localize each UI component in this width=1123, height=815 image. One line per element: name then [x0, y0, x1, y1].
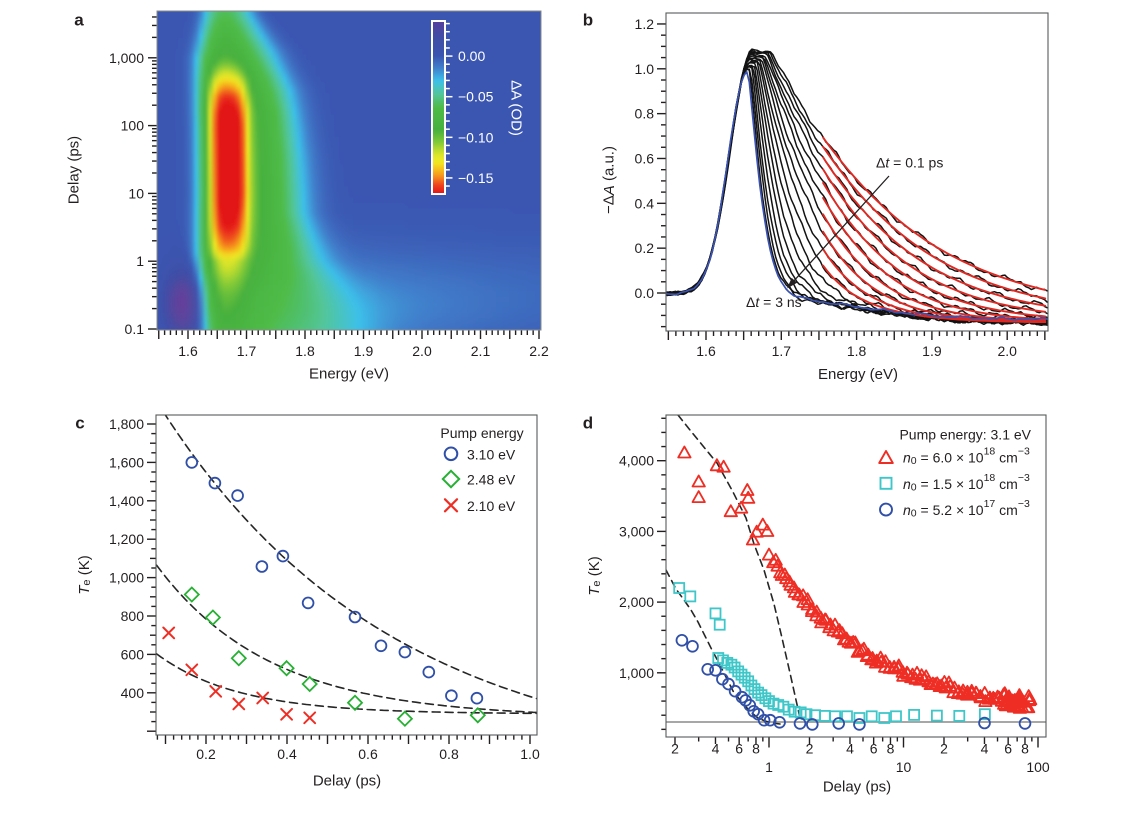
svg-text:2: 2 [671, 741, 679, 757]
svg-text:n0 = 1.5 × 1018 cm−3: n0 = 1.5 × 1018 cm−3 [903, 472, 1030, 494]
svg-text:100: 100 [121, 118, 145, 134]
svg-text:0.2: 0.2 [196, 746, 216, 762]
svg-text:2.1: 2.1 [471, 343, 491, 359]
svg-text:0.2: 0.2 [635, 240, 655, 256]
svg-text:1.7: 1.7 [237, 343, 257, 359]
svg-text:1.8: 1.8 [295, 343, 315, 359]
svg-text:1.0: 1.0 [635, 61, 655, 77]
svg-text:0.1: 0.1 [125, 321, 145, 337]
svg-text:Pump energy: Pump energy [440, 425, 523, 441]
svg-text:0.0: 0.0 [635, 285, 655, 301]
svg-text:100: 100 [1026, 759, 1050, 775]
svg-text:0.6: 0.6 [358, 746, 378, 762]
svg-text:1.2: 1.2 [635, 16, 655, 32]
svg-text:1,600: 1,600 [109, 454, 144, 470]
svg-text:8: 8 [887, 741, 895, 757]
svg-text:Te (K): Te (K) [76, 555, 94, 594]
svg-text:−0.10: −0.10 [458, 129, 494, 145]
svg-text:−0.15: −0.15 [458, 170, 494, 186]
svg-text:Energy (eV): Energy (eV) [309, 366, 389, 383]
svg-text:0.4: 0.4 [635, 195, 655, 211]
svg-text:Delay (ps): Delay (ps) [823, 779, 891, 796]
svg-text:1,800: 1,800 [109, 416, 144, 432]
svg-text:Pump energy: 3.1 eV: Pump energy: 3.1 eV [899, 427, 1031, 443]
svg-text:3,000: 3,000 [619, 523, 654, 539]
svg-text:1: 1 [136, 253, 144, 269]
svg-text:1.8: 1.8 [847, 343, 867, 359]
svg-text:1: 1 [765, 759, 773, 775]
svg-text:3.10 eV: 3.10 eV [467, 446, 516, 462]
svg-text:2.2: 2.2 [529, 343, 549, 359]
svg-text:−0.05: −0.05 [458, 89, 494, 105]
svg-text:Te (K): Te (K) [586, 556, 604, 595]
svg-text:0.6: 0.6 [635, 151, 655, 167]
svg-text:1.9: 1.9 [354, 343, 374, 359]
svg-text:600: 600 [121, 646, 145, 662]
svg-text:Δt = 3 ns: Δt = 3 ns [746, 294, 802, 310]
svg-text:1,000: 1,000 [619, 665, 654, 681]
svg-text:Energy (eV): Energy (eV) [818, 366, 898, 383]
svg-text:4: 4 [846, 741, 854, 757]
svg-text:1,000: 1,000 [109, 570, 144, 586]
svg-text:4,000: 4,000 [619, 453, 654, 469]
svg-text:8: 8 [752, 741, 760, 757]
svg-text:800: 800 [121, 608, 145, 624]
svg-text:4: 4 [981, 741, 989, 757]
svg-text:0.00: 0.00 [458, 48, 485, 64]
svg-text:−ΔA (a.u.): −ΔA (a.u.) [601, 146, 618, 214]
svg-text:10: 10 [896, 759, 912, 775]
svg-text:c: c [75, 414, 84, 433]
svg-text:1,400: 1,400 [109, 493, 144, 509]
svg-text:0.8: 0.8 [439, 746, 459, 762]
svg-text:n0 = 5.2 × 1017 cm−3: n0 = 5.2 × 1017 cm−3 [903, 498, 1030, 520]
svg-text:2.48 eV: 2.48 eV [467, 472, 516, 488]
svg-text:Delay (ps): Delay (ps) [313, 773, 381, 790]
svg-text:4: 4 [712, 741, 720, 757]
svg-text:Δt = 0.1 ps: Δt = 0.1 ps [876, 155, 943, 171]
svg-text:8: 8 [1021, 741, 1029, 757]
svg-text:n0 = 6.0 × 1018 cm−3: n0 = 6.0 × 1018 cm−3 [903, 446, 1030, 468]
svg-text:b: b [583, 11, 593, 30]
svg-text:2.10 eV: 2.10 eV [467, 498, 516, 514]
svg-text:1.7: 1.7 [772, 343, 792, 359]
svg-text:1.9: 1.9 [922, 343, 942, 359]
svg-text:10: 10 [128, 185, 144, 201]
svg-text:2: 2 [806, 741, 814, 757]
svg-text:1.6: 1.6 [696, 343, 716, 359]
svg-text:0.4: 0.4 [277, 746, 297, 762]
svg-text:0.8: 0.8 [635, 106, 655, 122]
svg-text:6: 6 [735, 741, 743, 757]
svg-text:1,200: 1,200 [109, 531, 144, 547]
svg-text:a: a [74, 11, 84, 30]
svg-text:2: 2 [940, 741, 948, 757]
svg-text:1.6: 1.6 [178, 343, 198, 359]
svg-text:2,000: 2,000 [619, 594, 654, 610]
svg-text:ΔA (OD): ΔA (OD) [508, 80, 525, 136]
svg-text:400: 400 [121, 685, 145, 701]
svg-text:1,000: 1,000 [109, 50, 144, 66]
svg-text:2.0: 2.0 [997, 343, 1017, 359]
svg-text:2.0: 2.0 [412, 343, 432, 359]
svg-text:d: d [583, 414, 593, 433]
svg-text:6: 6 [870, 741, 878, 757]
svg-text:6: 6 [1004, 741, 1012, 757]
svg-text:1.0: 1.0 [520, 746, 540, 762]
svg-text:Delay (ps): Delay (ps) [66, 136, 83, 204]
